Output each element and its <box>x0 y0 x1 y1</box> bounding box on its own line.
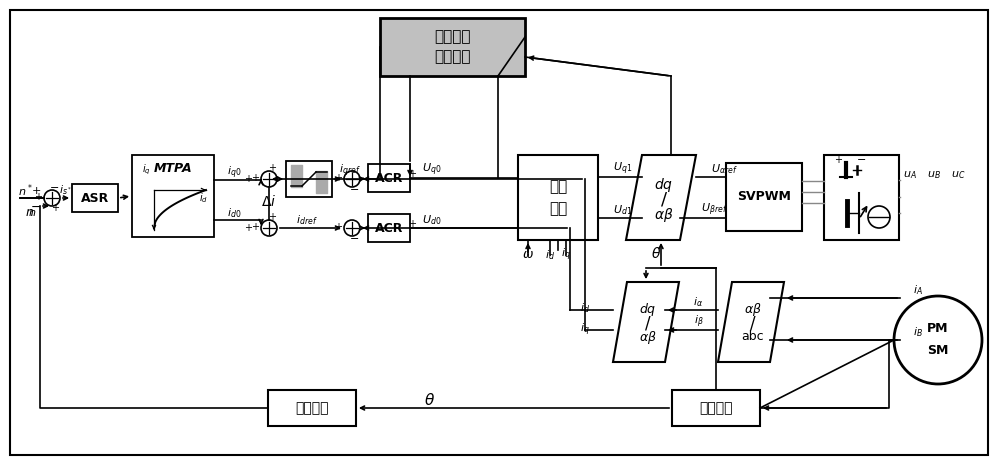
Bar <box>824 155 899 240</box>
Text: $dq$: $dq$ <box>639 300 657 317</box>
Text: $n^*$: $n^*$ <box>18 182 32 199</box>
Text: +: + <box>408 219 416 229</box>
Text: $i_d$: $i_d$ <box>199 191 209 205</box>
Circle shape <box>261 171 277 187</box>
Text: $i_q$: $i_q$ <box>142 163 150 177</box>
Text: $i_{d0}$: $i_{d0}$ <box>227 206 241 220</box>
Text: $U_{q1}$: $U_{q1}$ <box>613 161 633 177</box>
Text: $i_{qref}$: $i_{qref}$ <box>339 163 361 179</box>
Text: +: + <box>31 186 41 196</box>
Text: $dq$: $dq$ <box>654 176 674 194</box>
Text: $\theta$: $\theta$ <box>424 392 436 408</box>
Bar <box>268 390 356 426</box>
Text: $U_{d0}$: $U_{d0}$ <box>422 213 442 227</box>
Text: $i_q$: $i_q$ <box>580 322 590 338</box>
Bar <box>368 164 410 192</box>
Bar <box>72 184 118 212</box>
Text: 弱磁控制: 弱磁控制 <box>434 49 471 65</box>
Text: −: − <box>50 183 60 193</box>
Text: $i_d$: $i_d$ <box>545 248 555 262</box>
Text: 前馈: 前馈 <box>549 179 567 194</box>
Text: $\alpha\beta$: $\alpha\beta$ <box>639 328 657 346</box>
Circle shape <box>44 190 60 206</box>
Bar <box>726 163 802 231</box>
Text: +: + <box>51 203 59 213</box>
Bar <box>380 18 525 76</box>
Text: +: + <box>334 222 342 232</box>
Text: $i_{s^*}$: $i_{s^*}$ <box>59 183 73 197</box>
Text: +: + <box>268 163 276 173</box>
Circle shape <box>261 220 277 236</box>
Text: $\omega$: $\omega$ <box>522 249 534 261</box>
Text: /: / <box>645 314 651 332</box>
Text: +: + <box>244 174 252 184</box>
Text: $U_{q0}$: $U_{q0}$ <box>422 162 442 178</box>
Text: −: − <box>350 234 360 244</box>
Polygon shape <box>718 282 784 362</box>
Text: −: − <box>857 155 867 165</box>
Text: $i_A$: $i_A$ <box>913 283 923 297</box>
Bar <box>132 155 214 237</box>
Text: SM: SM <box>927 345 949 358</box>
Text: $\Delta i$: $\Delta i$ <box>261 195 277 209</box>
Text: $n$: $n$ <box>25 207 35 219</box>
Text: 转速计算: 转速计算 <box>295 401 329 415</box>
Polygon shape <box>613 282 679 362</box>
Text: $u_B$: $u_B$ <box>927 169 941 181</box>
Text: ACR: ACR <box>375 171 403 184</box>
Polygon shape <box>626 155 696 240</box>
Text: SVPWM: SVPWM <box>737 190 791 203</box>
Text: $i_\beta$: $i_\beta$ <box>694 314 703 330</box>
Text: +: + <box>34 192 42 202</box>
Bar <box>286 161 332 197</box>
Text: $i_q$: $i_q$ <box>561 247 571 263</box>
Text: $i_B$: $i_B$ <box>913 325 923 339</box>
Bar <box>518 155 598 240</box>
Text: /: / <box>661 190 667 208</box>
Text: PM: PM <box>927 322 949 335</box>
Text: $\alpha\beta$: $\alpha\beta$ <box>654 206 674 224</box>
Text: 解耦: 解耦 <box>549 201 567 216</box>
Text: $i_{q0}$: $i_{q0}$ <box>227 165 241 181</box>
Text: +: + <box>268 212 276 222</box>
Text: ACR: ACR <box>375 221 403 235</box>
Text: +: + <box>251 173 259 183</box>
Bar <box>672 390 760 426</box>
Text: −: − <box>350 185 360 195</box>
Text: $U_{d1}$: $U_{d1}$ <box>613 203 633 217</box>
Text: $i_\alpha$: $i_\alpha$ <box>693 295 704 309</box>
Text: abc: abc <box>742 330 764 344</box>
Text: /: / <box>750 314 756 332</box>
Text: 电压反馈: 电压反馈 <box>434 30 471 44</box>
Text: $i_{dref}$: $i_{dref}$ <box>296 213 318 227</box>
Circle shape <box>894 296 982 384</box>
Text: $\theta$: $\theta$ <box>651 247 661 261</box>
Text: +: + <box>244 223 252 233</box>
Text: $n$: $n$ <box>28 208 36 218</box>
Circle shape <box>868 206 890 228</box>
Text: +: + <box>408 169 416 179</box>
Text: $\alpha\beta$: $\alpha\beta$ <box>744 300 762 317</box>
Text: $i_d$: $i_d$ <box>580 301 590 315</box>
Text: $u_A$: $u_A$ <box>903 169 917 181</box>
Text: $U_{\beta ref}$: $U_{\beta ref}$ <box>701 202 727 218</box>
Circle shape <box>344 220 360 236</box>
Text: −: − <box>31 201 41 213</box>
Text: 位置检测: 位置检测 <box>699 401 733 415</box>
Text: $u_C$: $u_C$ <box>951 169 965 181</box>
Text: ASR: ASR <box>81 192 109 205</box>
Circle shape <box>344 171 360 187</box>
Text: $U_{\alpha ref}$: $U_{\alpha ref}$ <box>711 162 737 176</box>
Text: +: + <box>834 155 842 165</box>
Bar <box>368 214 410 242</box>
Text: MTPA: MTPA <box>154 162 192 175</box>
Text: +: + <box>334 173 342 183</box>
Text: +: + <box>251 222 259 232</box>
